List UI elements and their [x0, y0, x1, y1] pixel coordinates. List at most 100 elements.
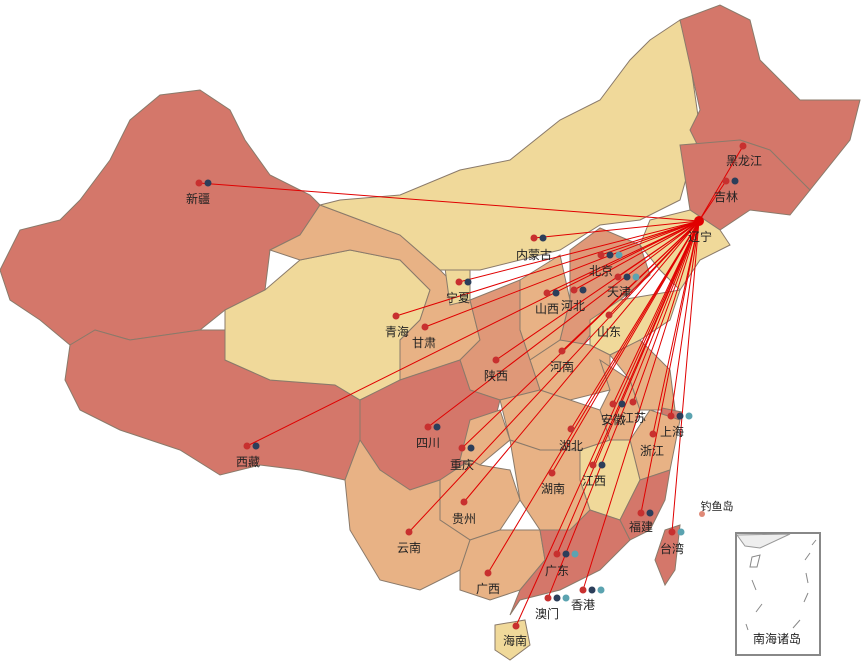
marker-teal[interactable]: [597, 586, 605, 594]
region-label: 辽宁: [688, 229, 712, 244]
marker-teal[interactable]: [632, 273, 640, 281]
marker-red[interactable]: [424, 423, 432, 431]
marker-red[interactable]: [629, 398, 637, 406]
region-label: 云南: [397, 540, 421, 555]
marker-navy[interactable]: [623, 273, 631, 281]
province-17[interactable]: [459, 409, 511, 466]
marker-navy[interactable]: [579, 286, 587, 294]
marker-red[interactable]: [392, 312, 400, 320]
marker-navy[interactable]: [676, 412, 684, 420]
region-label: 青海: [385, 324, 409, 339]
flow-line: [427, 220, 700, 428]
marker-red[interactable]: [458, 444, 466, 452]
region-label: 台湾: [660, 541, 684, 556]
marker-teal[interactable]: [571, 550, 579, 558]
marker-red[interactable]: [544, 594, 552, 602]
marker-red[interactable]: [722, 177, 730, 185]
region-label: 山西: [535, 302, 559, 316]
marker-navy[interactable]: [539, 234, 547, 242]
marker-red[interactable]: [421, 323, 429, 331]
flow-line: [198, 182, 700, 222]
province-30[interactable]: [654, 524, 681, 587]
region-label: 山东: [597, 325, 621, 339]
south-sea-inset: 南海诸岛: [735, 532, 821, 656]
marker-red[interactable]: [548, 469, 556, 477]
marker-navy[interactable]: [552, 289, 560, 297]
marker-red[interactable]: [553, 550, 561, 558]
marker-red[interactable]: [492, 356, 500, 364]
flow-line: [671, 220, 700, 533]
flow-line: [246, 220, 700, 447]
marker-red[interactable]: [530, 234, 538, 242]
marker-red[interactable]: [570, 286, 578, 294]
marker-navy[interactable]: [618, 400, 626, 408]
region-label: 香港: [571, 598, 595, 612]
region-label: 新疆: [186, 191, 210, 206]
marker-red[interactable]: [195, 179, 203, 187]
region-label: 甘肃: [412, 336, 436, 350]
marker-red[interactable]: [460, 498, 468, 506]
marker-red[interactable]: [739, 142, 747, 150]
marker-red[interactable]: [567, 425, 575, 433]
marker-navy[interactable]: [646, 509, 654, 517]
marker-red[interactable]: [558, 347, 566, 355]
province-33[interactable]: [494, 619, 531, 661]
flow-line: [515, 220, 700, 627]
flow-line: [600, 220, 700, 256]
flow-line: [461, 220, 700, 449]
region-label: 澳门: [535, 606, 559, 621]
flow-line: [458, 220, 700, 283]
marker-teal[interactable]: [685, 412, 693, 420]
flow-line: [698, 145, 744, 222]
marker-red[interactable]: [605, 311, 613, 319]
marker-navy[interactable]: [553, 594, 561, 602]
marker-red[interactable]: [579, 586, 587, 594]
source-point[interactable]: [694, 216, 704, 226]
province-29[interactable]: [619, 469, 671, 541]
inset-islands: [745, 539, 817, 631]
region-label: 安徽: [601, 412, 625, 427]
province-5[interactable]: [318, 19, 701, 271]
flow-line: [395, 220, 700, 317]
marker-teal[interactable]: [615, 251, 623, 259]
marker-navy[interactable]: [252, 442, 260, 450]
marker-red[interactable]: [597, 251, 605, 259]
marker-red[interactable]: [484, 569, 492, 577]
marker-red[interactable]: [637, 509, 645, 517]
marker-teal[interactable]: [677, 528, 685, 536]
inset-frame: [735, 532, 821, 656]
flow-line: [556, 220, 700, 555]
marker-red[interactable]: [512, 622, 520, 630]
marker-navy[interactable]: [433, 423, 441, 431]
marker-navy[interactable]: [562, 550, 570, 558]
marker-red[interactable]: [649, 430, 657, 438]
marker-navy[interactable]: [464, 278, 472, 286]
marker-navy[interactable]: [588, 586, 596, 594]
marker-red[interactable]: [589, 461, 597, 469]
marker-navy[interactable]: [598, 461, 606, 469]
province-18[interactable]: [499, 389, 611, 451]
region-label: 河北: [561, 299, 585, 313]
marker-navy[interactable]: [467, 444, 475, 452]
flow-line: [698, 180, 727, 222]
flow-line: [632, 220, 700, 403]
marker-red[interactable]: [543, 289, 551, 297]
marker-red[interactable]: [455, 278, 463, 286]
marker-red[interactable]: [614, 273, 622, 281]
marker-layer: [195, 142, 747, 630]
region-label: 宁夏: [446, 290, 470, 305]
marker-red[interactable]: [667, 412, 675, 420]
region-label: 广东: [545, 564, 569, 578]
region-label: 湖北: [559, 438, 583, 453]
marker-red[interactable]: [609, 400, 617, 408]
marker-red[interactable]: [243, 442, 251, 450]
marker-teal[interactable]: [562, 594, 570, 602]
marker-navy[interactable]: [204, 179, 212, 187]
region-label: 西藏: [236, 455, 260, 469]
marker-red[interactable]: [668, 528, 676, 536]
region-label: 陕西: [484, 368, 508, 383]
marker-red[interactable]: [405, 528, 413, 536]
marker-navy[interactable]: [606, 251, 614, 259]
marker-navy[interactable]: [731, 177, 739, 185]
